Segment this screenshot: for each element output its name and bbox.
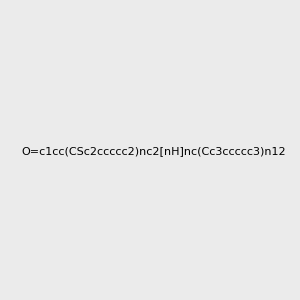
Text: O=c1cc(CSc2ccccc2)nc2[nH]nc(Cc3ccccc3)n12: O=c1cc(CSc2ccccc2)nc2[nH]nc(Cc3ccccc3)n1… [21,146,286,157]
